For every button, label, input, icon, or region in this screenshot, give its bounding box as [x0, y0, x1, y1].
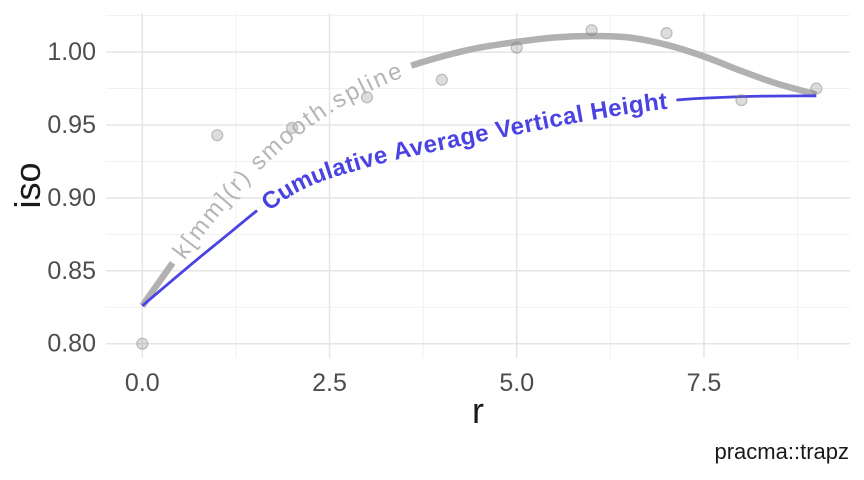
y-tick-label: 1.00	[47, 38, 96, 66]
data-point	[285, 121, 299, 135]
y-tick-label: 0.85	[47, 257, 96, 285]
axes: 0.0 2.5 5.0 7.5 0.80 0.85 0.90 0.95 1.00 r iso prac…	[7, 38, 849, 464]
y-tick-label: 0.80	[47, 330, 96, 358]
x-tick-label: 2.5	[312, 369, 347, 397]
data-point	[585, 24, 598, 37]
y-tick-label: 0.95	[47, 111, 96, 139]
data-point	[435, 73, 448, 86]
grid-major	[106, 13, 850, 358]
x-axis-title: r	[472, 390, 484, 431]
caption: pracma::trapz	[715, 439, 850, 464]
data-point	[510, 41, 523, 54]
x-tick-label: 7.5	[687, 369, 722, 397]
curves	[139, 32, 818, 308]
x-tick-label: 0.0	[125, 369, 160, 397]
cumulative-average-curve	[141, 94, 817, 307]
data-point	[660, 27, 673, 40]
smooth-spline-curve	[139, 32, 818, 308]
data-points	[136, 24, 823, 350]
data-point	[735, 94, 748, 107]
data-point	[136, 337, 149, 350]
y-tick-label: 0.90	[47, 184, 96, 212]
data-point	[211, 129, 224, 142]
x-tick-label: 5.0	[499, 369, 534, 397]
data-point	[360, 91, 374, 104]
y-axis-title: iso	[7, 162, 48, 208]
data-point	[810, 82, 823, 95]
